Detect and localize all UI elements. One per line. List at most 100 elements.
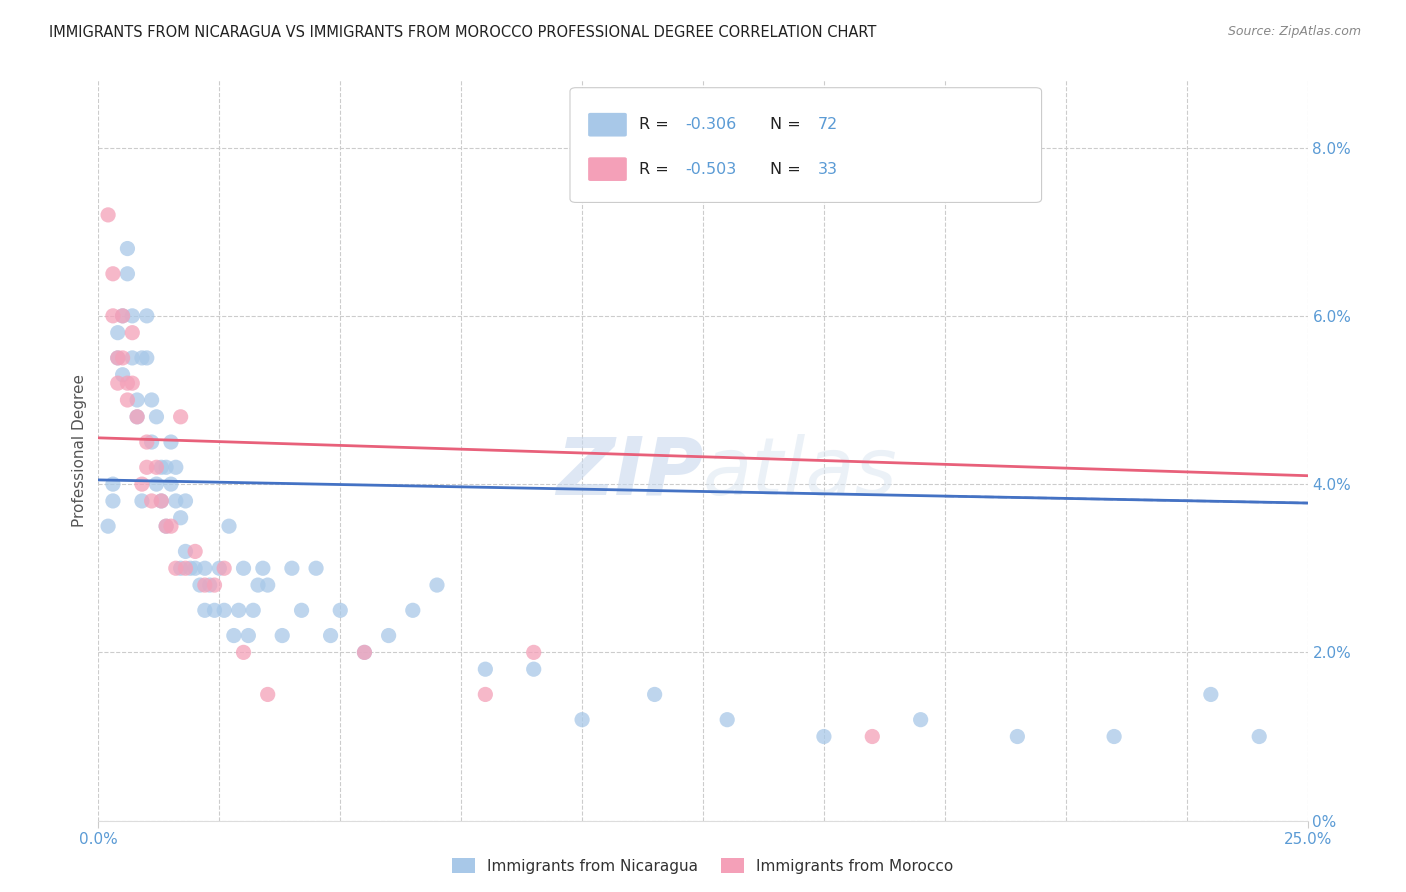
Point [101,267,124,281]
Text: IMMIGRANTS FROM NICARAGUA VS IMMIGRANTS FROM MOROCCO PROFESSIONAL DEGREE CORRELA: IMMIGRANTS FROM NICARAGUA VS IMMIGRANTS … [49,25,876,40]
Point [228,603,250,617]
Point [247,578,270,592]
Point [135,435,157,450]
Text: 72: 72 [818,117,838,132]
Point [305,561,328,575]
Point [179,561,201,575]
Point [97,208,120,222]
Point [107,326,129,340]
Point [242,603,264,617]
Point [523,645,546,659]
Text: N =: N = [769,161,806,177]
Point [135,351,157,365]
Point [377,628,399,642]
Point [135,460,157,475]
Point [1007,730,1029,744]
Text: atlas: atlas [703,434,898,512]
Text: R =: R = [638,161,673,177]
Point [121,326,143,340]
FancyBboxPatch shape [588,157,627,181]
Point [184,544,207,558]
Point [165,494,187,508]
Point [212,561,235,575]
Point [474,688,496,702]
Point [131,477,153,491]
Text: R =: R = [638,117,673,132]
Point [169,561,191,575]
Text: N =: N = [769,117,806,132]
Point [204,578,226,592]
Point [101,477,124,491]
Point [319,628,342,642]
Point [160,519,183,533]
Point [155,519,177,533]
Point [141,494,163,508]
Point [194,561,217,575]
Point [218,519,240,533]
Point [813,730,835,744]
Point [111,309,134,323]
Point [281,561,304,575]
Point [127,392,149,407]
Point [145,477,167,491]
Point [194,603,217,617]
Point [165,561,187,575]
Point [353,645,375,659]
Point [107,376,129,391]
Point [121,309,143,323]
Point [169,510,191,524]
Point [252,561,274,575]
Point [222,628,245,642]
Point [571,713,593,727]
Point [160,477,183,491]
Point [426,578,449,592]
Point [150,494,173,508]
Point [238,628,260,642]
Text: 33: 33 [818,161,838,177]
Point [131,494,153,508]
Point [402,603,425,617]
Point [232,645,254,659]
Point [127,409,149,424]
Point [127,409,149,424]
Point [145,460,167,475]
FancyBboxPatch shape [569,87,1042,202]
Point [165,460,187,475]
Point [644,688,666,702]
Point [160,435,183,450]
Point [117,267,139,281]
Point [117,242,139,256]
Point [101,494,124,508]
Point [97,519,120,533]
Point [111,351,134,365]
FancyBboxPatch shape [588,113,627,136]
Point [117,392,139,407]
Text: Source: ZipAtlas.com: Source: ZipAtlas.com [1227,25,1361,38]
Point [184,561,207,575]
Point [204,603,226,617]
Point [474,662,496,676]
Point [111,368,134,382]
Point [107,351,129,365]
Point [174,544,197,558]
Point [141,435,163,450]
Point [329,603,352,617]
Point [1102,730,1125,744]
Point [910,713,932,727]
Point [141,392,163,407]
Point [121,376,143,391]
Point [155,460,177,475]
Point [232,561,254,575]
Point [271,628,294,642]
Point [131,351,153,365]
Point [256,688,278,702]
Point [101,309,124,323]
Text: -0.306: -0.306 [685,117,737,132]
Point [716,713,738,727]
Point [523,662,546,676]
Point [155,519,177,533]
Point [1249,730,1271,744]
Point [169,409,191,424]
Point [188,578,211,592]
Point [150,460,173,475]
